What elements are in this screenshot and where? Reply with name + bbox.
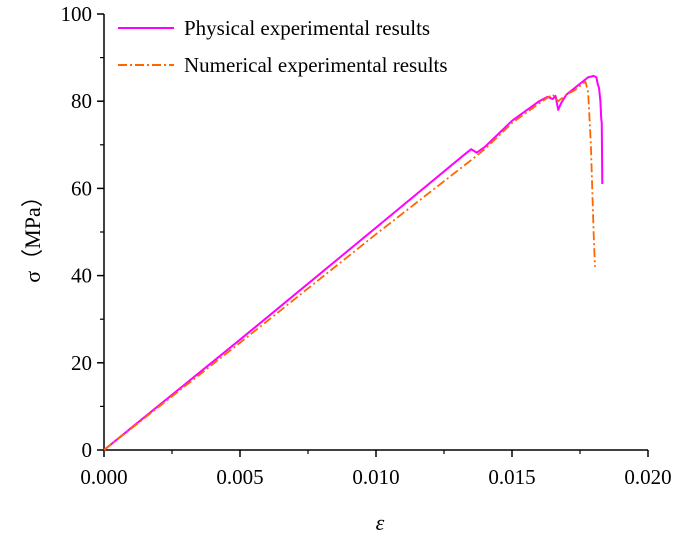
legend-label-physical: Physical experimental results	[184, 16, 430, 40]
legend: Physical experimental results Numerical e…	[118, 16, 448, 77]
y-tick-label: 40	[71, 264, 92, 288]
series-layer	[103, 74, 604, 451]
legend-label-numerical: Numerical experimental results	[184, 53, 448, 77]
y-tick-label: 20	[71, 351, 92, 375]
x-tick-label: 0.015	[488, 465, 535, 489]
axes: 0 20 40 60 80 100 0.000 0.005 0.010 0.015 0.020	[61, 2, 672, 489]
series-line-physical	[103, 74, 604, 451]
y-tick-label: 80	[71, 89, 92, 113]
y-tick-label: 60	[71, 176, 92, 200]
x-tick-label: 0.020	[624, 465, 671, 489]
y-tick-label: 0	[82, 438, 93, 462]
x-tick-label: 0.000	[80, 465, 127, 489]
x-axis-title: ε	[376, 510, 385, 535]
y-tick-label: 100	[61, 2, 93, 26]
y-axis-title: σ（MPa）	[20, 185, 45, 282]
series-line-numerical	[103, 80, 596, 451]
x-tick-label: 0.010	[352, 465, 399, 489]
x-tick-label: 0.005	[216, 465, 263, 489]
